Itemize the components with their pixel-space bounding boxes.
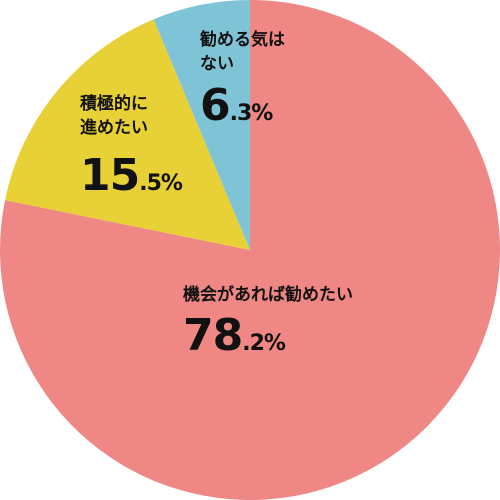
pie-slice: [153, 0, 250, 250]
value-label: 78.2%: [183, 310, 286, 361]
pie-slice: [5, 19, 250, 250]
slice-label: 勧める気は ない: [200, 30, 285, 74]
slice-label: 積極的に 進めたい: [80, 94, 148, 138]
value-label: 6.3%: [200, 80, 273, 131]
value-label: 15.5%: [80, 150, 183, 201]
slice-label: 機会があれば勧めたい: [183, 285, 353, 305]
